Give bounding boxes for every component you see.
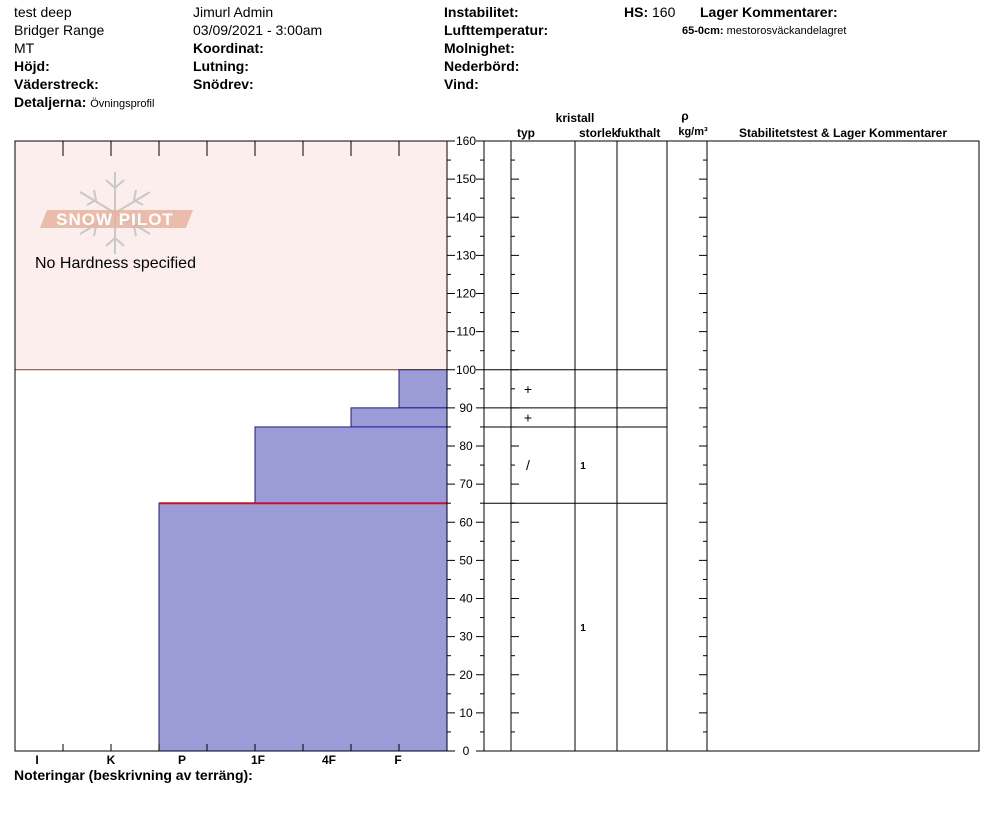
elevation-label: Höjd: — [14, 58, 50, 74]
precipitation-label: Nederbörd: — [444, 58, 520, 74]
depth-label: 60 — [459, 515, 473, 529]
layer-comment: 65-0cm: mestorosväckandelagret — [682, 22, 846, 40]
hardness-bar — [350, 407, 448, 428]
details-label: Detaljerna: — [14, 94, 87, 110]
depth-label: 120 — [456, 287, 476, 301]
layer-comment-text: mestorosväckandelagret — [726, 25, 847, 37]
density-unit: kg/m³ — [678, 126, 708, 138]
table-rows: + + / 1 1 — [484, 140, 667, 634]
depth-label: 20 — [459, 668, 473, 682]
crystal-type: + — [524, 409, 532, 425]
state-name: MT — [14, 40, 35, 56]
location-name: test deep — [14, 4, 72, 20]
no-hardness-text: No Hardness specified — [35, 255, 196, 272]
crystal-type: / — [526, 457, 530, 473]
snowpilot-logo: SNOW PILOT — [40, 172, 193, 254]
hardness-axis-labels: I K P 1F 4F F — [35, 753, 401, 767]
cloud-cover-label: Molnighet: — [444, 40, 515, 56]
moisture-header: fukthalt — [617, 126, 660, 140]
air-temperature-label: Lufttemperatur: — [444, 22, 549, 38]
observation-datetime: 03/09/2021 - 3:00am — [193, 22, 323, 38]
depth-label: 80 — [459, 439, 473, 453]
hardness-label: P — [178, 753, 186, 767]
layer-comments-title: Lager Kommentarer: — [700, 4, 838, 20]
depth-axis: 0 10 20 30 40 50 60 70 80 90 100 110 120 130 140 150 160 — [447, 134, 707, 758]
hs-label: HS: — [624, 4, 649, 20]
hardness-label: F — [394, 753, 401, 767]
hardness-top-ticks — [14, 141, 448, 751]
depth-label: 140 — [456, 210, 476, 224]
hardness-label: I — [35, 753, 38, 767]
crystal-header: kristall — [556, 111, 595, 125]
depth-label: 90 — [459, 401, 473, 415]
hardness-bar — [254, 426, 448, 504]
aspect-label: Väderstreck: — [14, 76, 99, 92]
snowdrift-label: Snödrev: — [193, 76, 254, 92]
layer-table — [483, 140, 980, 752]
coordinate-label: Koordinat: — [193, 40, 264, 56]
crystal-size: 1 — [580, 623, 586, 634]
details-value: Övningsprofil — [90, 98, 155, 110]
range-name: Bridger Range — [14, 22, 105, 38]
depth-label: 10 — [459, 706, 473, 720]
density-symbol: ρ — [681, 109, 688, 123]
depth-label: 50 — [459, 553, 473, 567]
crystal-type: + — [524, 381, 532, 397]
depth-label: 130 — [456, 248, 476, 262]
depth-label: 110 — [456, 325, 475, 339]
details-row: Detaljerna: Övningsprofil — [14, 93, 154, 113]
depth-label: 70 — [459, 477, 473, 491]
instability-label: Instabilitet: — [444, 4, 519, 20]
size-header: storlek — [579, 126, 619, 140]
stability-header: Stabilitetstest & Lager Kommentarer — [739, 126, 947, 140]
layer-comment-depth: 65-0cm: — [682, 25, 724, 37]
hs-row: HS: 160 — [624, 3, 675, 21]
table-frame — [483, 140, 980, 752]
terrain-notes-label: Noteringar (beskrivning av terräng): — [14, 767, 253, 783]
hs-value: 160 — [652, 4, 676, 20]
depth-label: 0 — [463, 744, 470, 758]
depth-label: 30 — [459, 630, 473, 644]
hardness-label: 4F — [322, 753, 336, 767]
hardness-bar — [398, 369, 448, 409]
depth-label: 40 — [459, 592, 473, 606]
hardness-bar — [158, 502, 448, 752]
wind-label: Vind: — [444, 76, 479, 92]
slope-label: Lutning: — [193, 58, 249, 74]
hardness-label: K — [107, 753, 116, 767]
hardness-layers — [158, 369, 448, 752]
type-header: typ — [517, 126, 535, 140]
hardness-label: 1F — [251, 753, 265, 767]
depth-label: 100 — [456, 363, 476, 377]
no-hardness-region — [14, 140, 448, 371]
depth-label: 150 — [456, 172, 476, 186]
logo-text: SNOW PILOT — [56, 210, 174, 229]
observer-name: Jimurl Admin — [193, 4, 274, 20]
depth-label: 160 — [456, 134, 476, 148]
crystal-size: 1 — [580, 461, 586, 472]
